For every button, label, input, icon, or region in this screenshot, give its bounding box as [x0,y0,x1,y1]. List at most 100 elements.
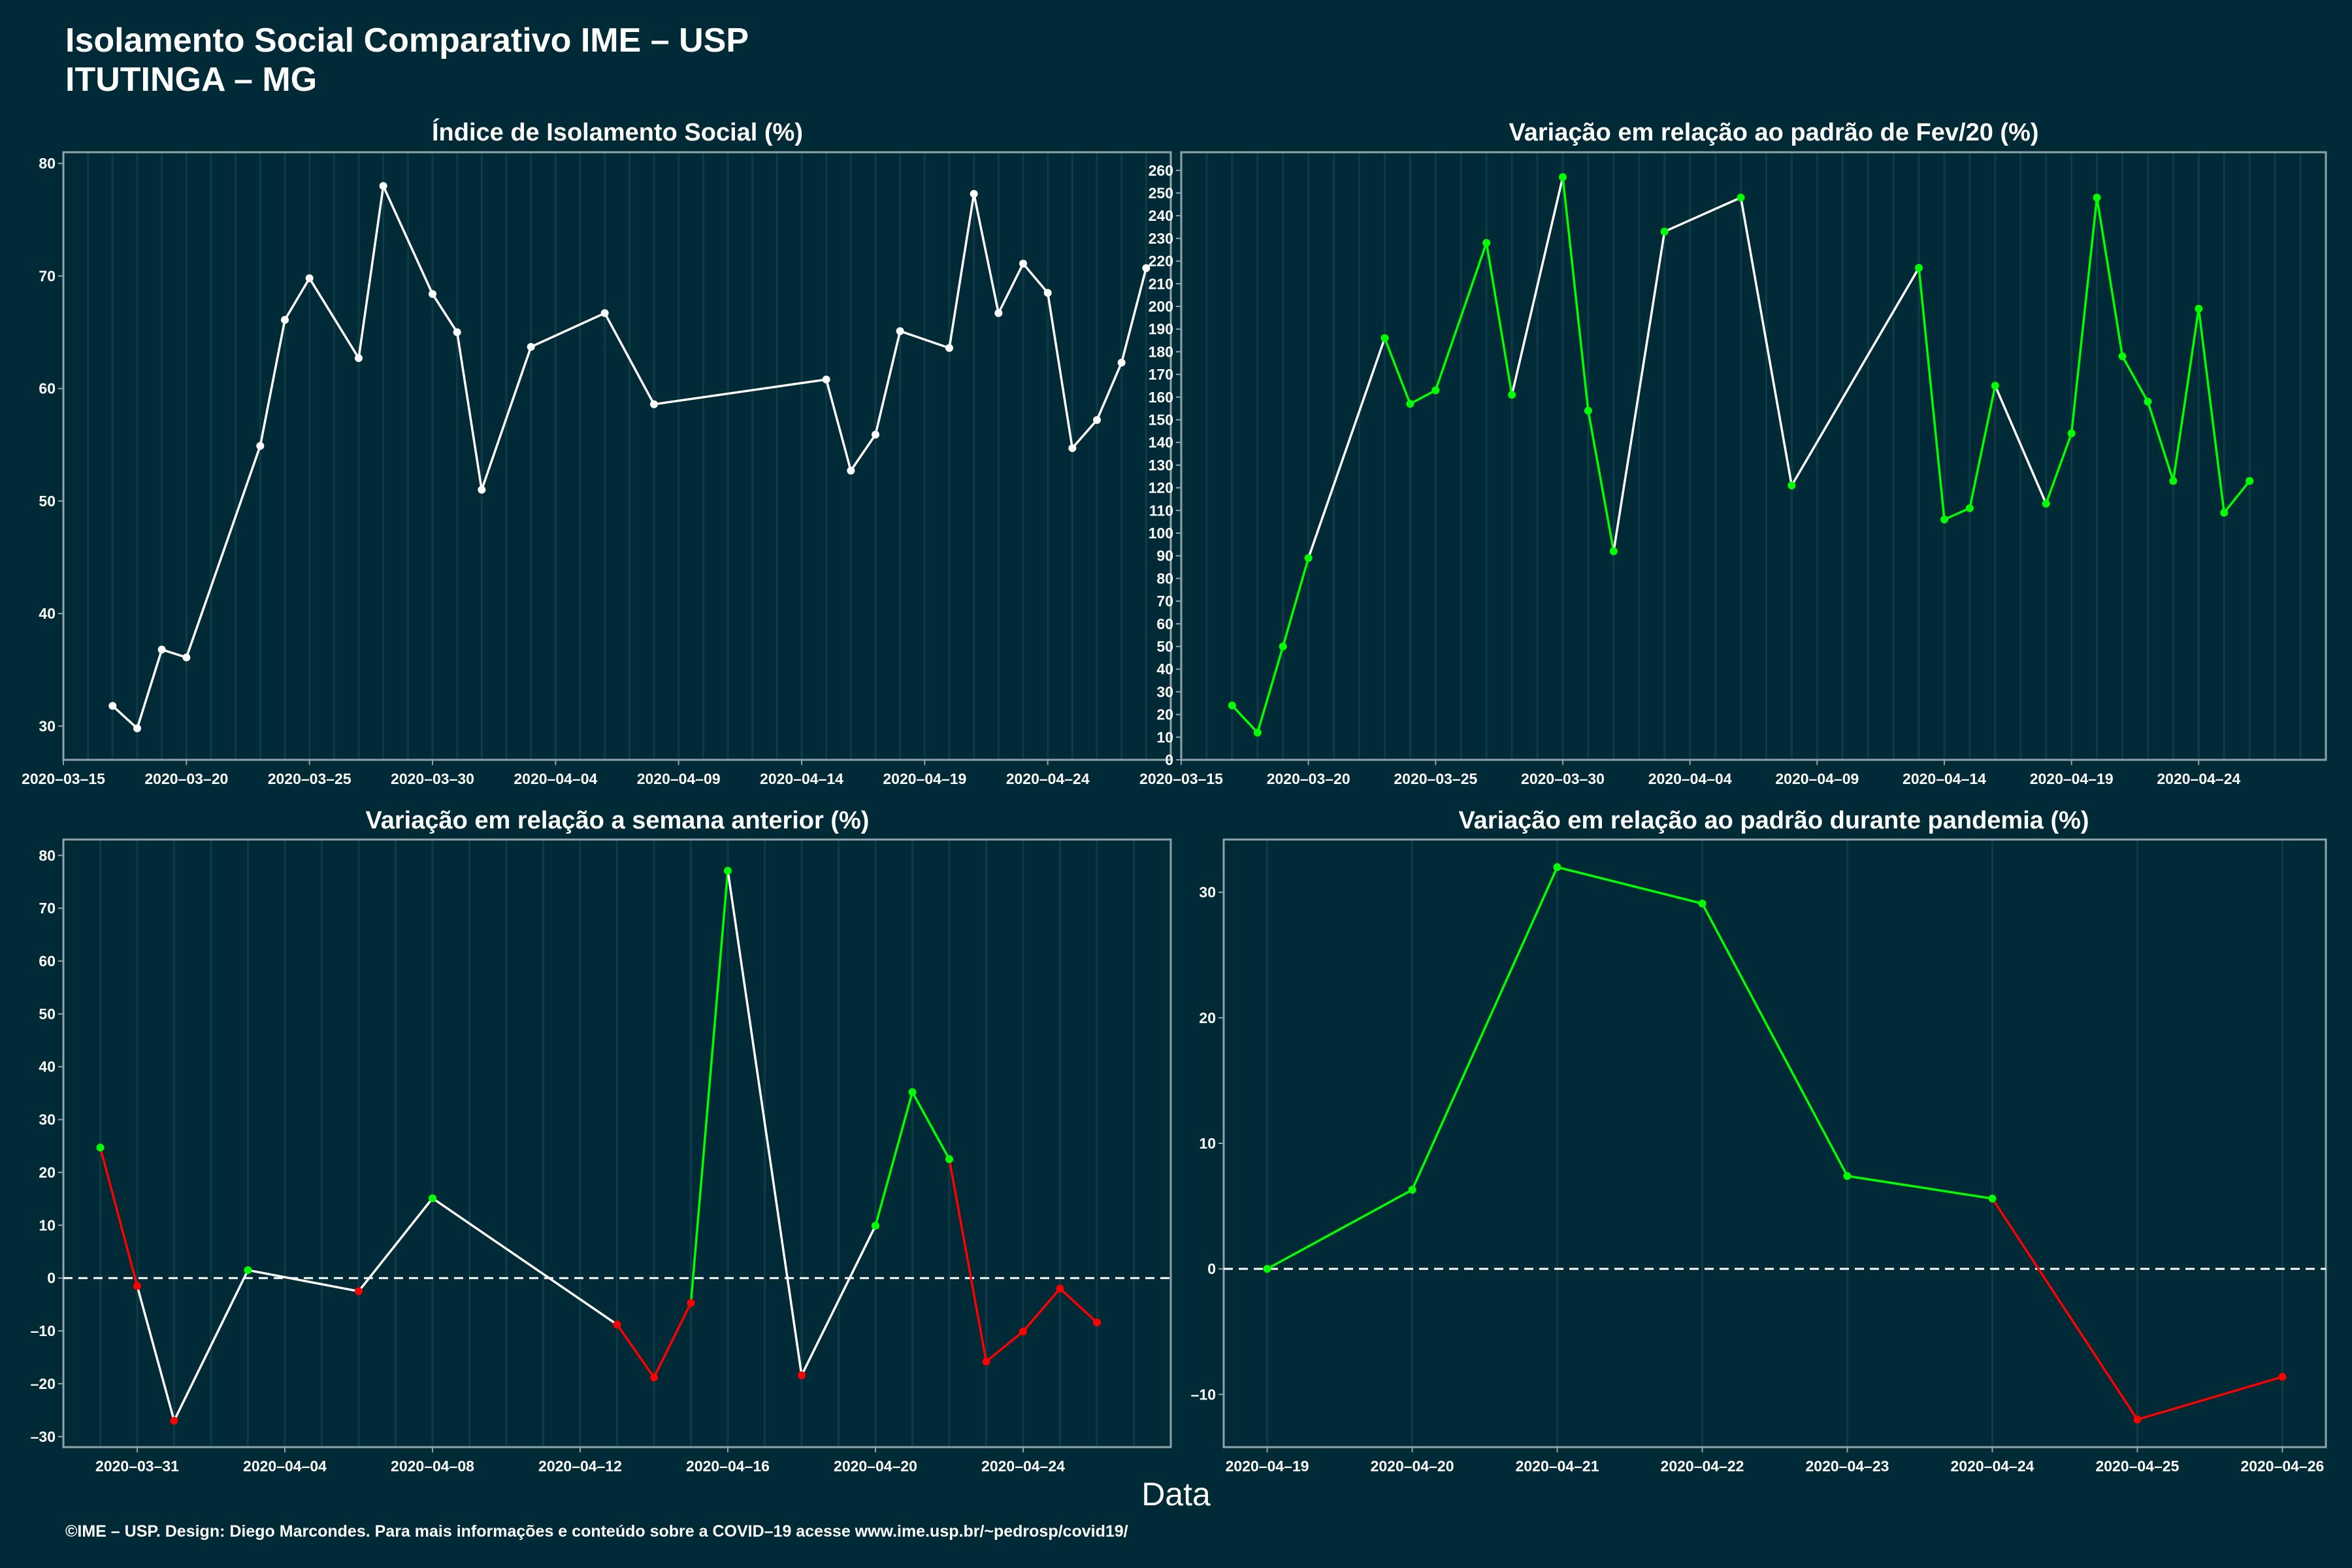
y-tick-label: 150 [1149,411,1173,428]
y-tick-label: 40 [1156,661,1173,678]
x-tick-label: 2020–04–09 [1775,770,1859,787]
data-point [1117,359,1126,367]
y-tick-label: 80 [1156,570,1173,587]
panel-variation-pandemic: Variação em relação ao padrão durante pa… [1191,807,2327,1475]
panel-title-variation-feb: Variação em relação ao padrão de Fev/20 … [1509,119,2038,146]
line-segment [1561,176,1590,412]
data-point [133,724,141,732]
data-point [872,1222,879,1230]
x-tick-label: 2020–03–31 [95,1458,179,1475]
data-point [305,274,314,282]
y-tick-label: 10 [39,1217,56,1233]
data-point [379,182,387,190]
x-tick-label: 2020–04–04 [243,1458,327,1475]
y-tick-label: 20 [1156,706,1173,723]
y-tick-label: 30 [39,1111,56,1128]
x-tick-label: 2020–03–20 [144,770,228,787]
data-point [2042,499,2050,508]
data-point [1737,193,1745,202]
line-segment [1701,902,1849,1177]
data-point [970,189,978,198]
data-point [1093,1318,1101,1327]
data-point [650,1373,658,1382]
y-tick-label: 130 [1149,457,1173,474]
y-tick-label: 60 [1156,615,1173,632]
y-tick-label: 60 [39,953,56,970]
page-subtitle-location: ITUTINGA – MG [65,61,318,99]
line-segment [985,1330,1024,1363]
y-tick-label: 210 [1149,275,1173,292]
data-point [170,1416,178,1425]
data-point [896,327,904,335]
line-segment [1918,267,1946,521]
x-tick-label: 2020–04–25 [2095,1458,2179,1475]
y-tick-label: 160 [1149,389,1173,406]
data-point [994,309,1003,318]
data-point [724,866,732,875]
data-point [1431,386,1440,395]
x-tick-label: 2020–03–20 [1267,770,1350,787]
x-tick-label: 2020–04–24 [981,1458,1065,1475]
y-tick-label: –10 [1191,1386,1216,1403]
y-tick-label: 240 [1149,207,1173,224]
data-point [1380,334,1389,342]
data-point [1043,289,1052,297]
data-point [133,1282,141,1290]
y-tick-label: 30 [1199,884,1216,901]
line-segment [948,1158,988,1363]
y-tick-label: –30 [31,1428,56,1445]
line-segment [653,1301,693,1379]
y-tick-label: 220 [1149,253,1173,270]
data-point [355,354,363,363]
y-tick-label: 20 [1199,1009,1216,1026]
x-tick-label: 2020–04–24 [1006,770,1090,787]
y-tick-label: 260 [1149,162,1173,179]
y-tick-label: 50 [39,1005,56,1022]
data-point [2169,477,2178,485]
y-tick-label: 0 [1165,751,1173,768]
data-point [1843,1171,1852,1180]
x-tick-label: 2020–04–04 [1648,770,1732,787]
line-segment [2172,307,2200,482]
x-tick-label: 2020–04–16 [686,1458,770,1475]
data-point [1609,547,1618,555]
line-segment [431,1197,619,1326]
line-segment [1022,1287,1062,1333]
y-tick-label: 30 [1156,683,1173,700]
line-segment [911,1090,951,1161]
data-point [96,1143,105,1152]
x-tick-label: 2020–04–19 [2030,770,2114,787]
y-tick-label: 80 [39,847,56,864]
y-tick-label: 70 [39,900,56,917]
y-tick-label: 40 [39,605,56,622]
x-tick-label: 2020–04–14 [760,770,843,787]
data-point [1056,1284,1064,1293]
x-tick-label: 2020–04–08 [391,1458,474,1475]
line-segment [1612,230,1666,553]
x-tick-label: 2020–03–25 [268,770,351,787]
line-segment [1587,409,1615,553]
data-point [1253,728,1262,737]
line-segment [1485,242,1513,397]
data-point [355,1287,363,1296]
data-point [244,1266,252,1275]
data-point [281,316,289,324]
data-point [182,653,191,662]
data-point [1915,263,1923,272]
line-segment [1281,557,1310,648]
y-tick-label: 10 [1156,728,1173,745]
data-point [1068,444,1077,452]
data-point [1559,173,1567,182]
data-point [945,344,953,352]
data-point [1553,863,1561,872]
line-segment [2223,480,2251,514]
data-point [1698,899,1707,907]
data-point [1228,701,1236,710]
x-tick-label: 2020–04–04 [514,770,597,787]
line-segment [1556,866,1704,905]
data-point [256,442,265,450]
y-tick-label: 0 [47,1269,56,1286]
plot-frame [1222,838,2327,1448]
x-tick-label: 2020–04–12 [538,1458,622,1475]
data-point [1279,642,1287,651]
